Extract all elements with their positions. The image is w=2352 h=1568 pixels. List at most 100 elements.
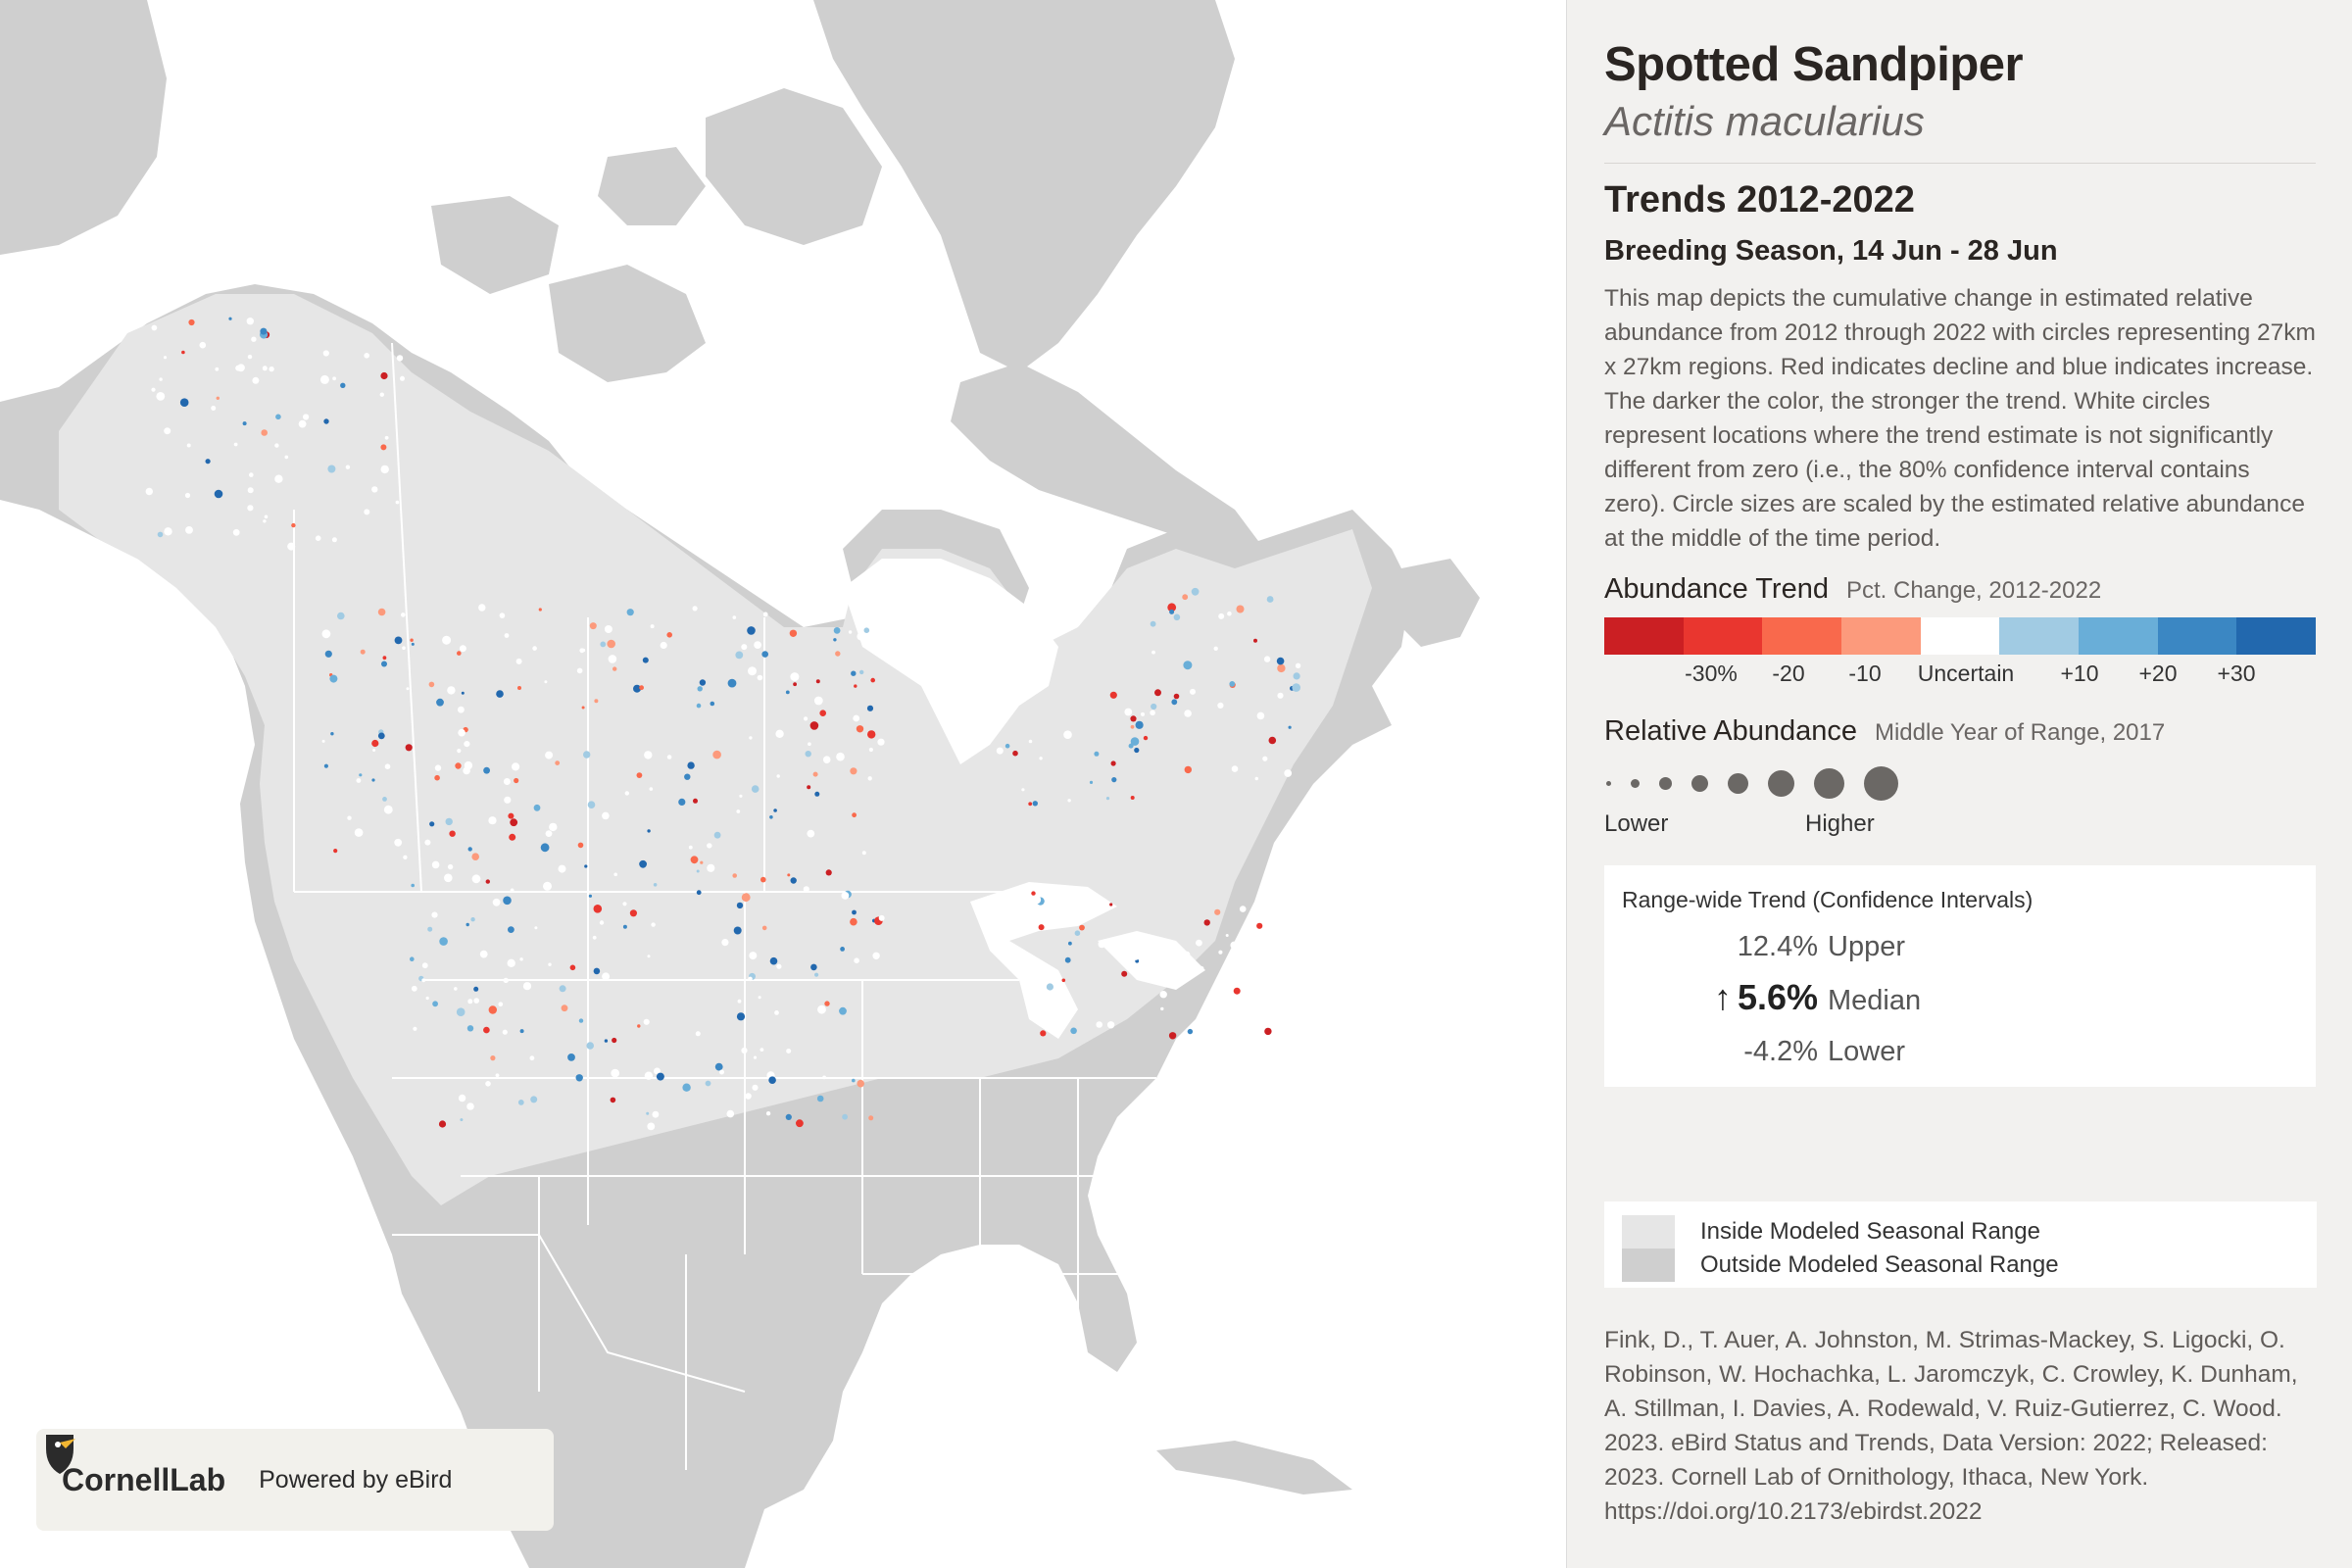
abundance-dot <box>1768 769 1794 797</box>
colorbar-swatch <box>2157 617 2237 655</box>
trend-circle <box>1089 780 1094 785</box>
trend-circle <box>488 1005 497 1014</box>
trend-circle <box>274 474 283 483</box>
arctic-island-baffin <box>951 363 1264 549</box>
trend-circle <box>467 999 473 1004</box>
cornell-lab-logo-box[interactable]: CornellLab Powered by eBird <box>36 1429 554 1531</box>
trend-circle <box>394 838 403 847</box>
arctic-island-small <box>598 147 706 225</box>
trend-circle <box>753 1055 758 1059</box>
trend-circle <box>682 1083 691 1092</box>
tick-label: Uncertain <box>1917 661 2015 686</box>
trend-circle <box>413 1026 417 1031</box>
trend-circle <box>853 714 860 722</box>
trend-circle <box>199 341 207 349</box>
trend-circle <box>561 1004 568 1012</box>
trend-circle <box>251 336 257 342</box>
trend-median-value: 5.6% <box>1737 977 1818 1017</box>
trend-circle <box>211 406 217 411</box>
trend-map[interactable]: CornellLab Powered by eBird <box>0 0 1566 1568</box>
tick-label: +10 <box>2060 661 2099 686</box>
trend-circle <box>594 699 599 704</box>
citation: Fink, D., T. Auer, A. Johnston, M. Strim… <box>1604 1327 2298 1525</box>
trend-circle <box>1229 681 1236 687</box>
trend-circle <box>1225 934 1229 937</box>
trend-circle <box>457 651 462 656</box>
trend-circle <box>588 894 593 898</box>
trend-circle <box>327 465 336 473</box>
greenland-land <box>813 0 1235 372</box>
trend-circle <box>1214 908 1221 915</box>
map-canvas[interactable] <box>0 0 1566 1568</box>
abundance-dot <box>1728 772 1748 794</box>
trend-circle <box>466 1025 474 1032</box>
trend-circle <box>1288 725 1292 729</box>
trend-circle <box>581 648 586 653</box>
trend-circle <box>790 877 797 884</box>
trend-circle <box>1074 930 1081 936</box>
colorbar-swatch <box>1604 617 1684 655</box>
trend-circle <box>1253 638 1257 643</box>
trend-circle <box>603 975 607 979</box>
trend-circle <box>707 843 712 849</box>
trend-circle <box>1239 906 1247 912</box>
trend-circle <box>323 418 329 424</box>
trend-circle <box>650 624 655 629</box>
trend-circle <box>369 318 375 323</box>
trend-circle <box>696 703 702 709</box>
season-label: Breeding Season, 14 Jun - 28 Jun <box>1604 235 2058 267</box>
trend-circle <box>666 632 672 638</box>
trend-circle <box>822 756 831 763</box>
trend-circle <box>459 645 466 653</box>
trend-circle <box>1028 802 1033 807</box>
trend-circle <box>235 365 242 371</box>
trend-circle <box>867 730 876 739</box>
trend-circle <box>1166 971 1176 980</box>
abundance-trend-title: Abundance Trend <box>1604 573 1829 605</box>
trend-circle <box>384 435 389 440</box>
trend-circle <box>458 728 466 737</box>
trend-circle <box>803 886 809 893</box>
trend-circle <box>260 327 268 335</box>
trend-circle <box>637 1024 641 1028</box>
trend-circle <box>817 1004 826 1014</box>
trend-circle <box>1183 661 1193 670</box>
trend-circle <box>508 812 514 819</box>
trend-circle <box>298 419 307 428</box>
trend-circle <box>854 684 858 688</box>
trend-circle <box>517 1100 524 1105</box>
trend-circle <box>790 672 800 682</box>
trend-circle <box>455 762 462 769</box>
trend-circle <box>644 751 653 760</box>
trend-circle <box>848 630 853 634</box>
trend-circle <box>789 629 798 637</box>
trend-circle <box>1254 776 1259 781</box>
trend-circle <box>498 1002 504 1006</box>
trend-circle <box>760 1048 764 1052</box>
trend-circle <box>1182 594 1189 601</box>
trend-circle <box>549 822 558 832</box>
trend-circle <box>384 763 391 769</box>
trend-circle <box>745 1093 752 1100</box>
siberia-land <box>0 0 167 255</box>
trend-circle <box>1040 1030 1047 1037</box>
trend-circle <box>291 522 296 528</box>
trend-circle <box>878 914 885 921</box>
trend-circle <box>733 926 742 935</box>
trend-circle <box>532 646 537 651</box>
trend-circle <box>1264 1027 1272 1036</box>
range-inside-swatch <box>1622 1215 1675 1249</box>
range-inside-row: Inside Modeled Seasonal Range <box>1622 1215 2040 1249</box>
trend-circle <box>185 526 193 534</box>
trend-circle <box>760 876 766 883</box>
trend-circle <box>1231 765 1239 772</box>
powered-by-ebird: Powered by eBird <box>259 1465 453 1494</box>
trend-circle <box>544 680 548 684</box>
trend-circle <box>581 706 585 710</box>
trend-circle <box>247 487 254 494</box>
divider <box>1604 163 2316 164</box>
trend-circle <box>813 696 823 706</box>
trend-circle <box>1263 656 1271 662</box>
trend-circle <box>428 681 435 688</box>
trend-circle <box>737 999 742 1004</box>
